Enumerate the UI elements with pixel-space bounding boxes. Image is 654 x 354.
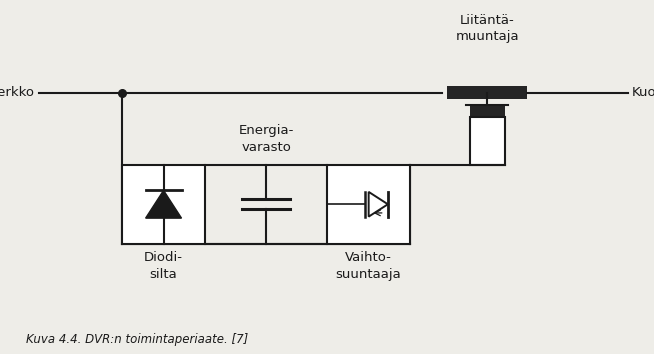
Bar	[327, 165, 410, 244]
Polygon shape	[369, 192, 388, 217]
Text: Energia-
varasto: Energia- varasto	[239, 124, 294, 154]
Text: Diodi-
silta: Diodi- silta	[144, 251, 183, 281]
Text: Kuva 4.4. DVR:n toimintaperiaate. [7]: Kuva 4.4. DVR:n toimintaperiaate. [7]	[26, 333, 248, 346]
Text: Kuorma: Kuorma	[632, 86, 654, 99]
Bar	[470, 106, 505, 117]
Text: Liitäntä-
muuntaja: Liitäntä- muuntaja	[455, 13, 519, 43]
Bar	[470, 117, 505, 165]
Bar	[122, 165, 205, 244]
Polygon shape	[146, 190, 182, 218]
Text: Vaihto-
suuntaaja: Vaihto- suuntaaja	[336, 251, 402, 281]
Bar	[447, 86, 527, 99]
Text: Verkko: Verkko	[0, 86, 35, 99]
